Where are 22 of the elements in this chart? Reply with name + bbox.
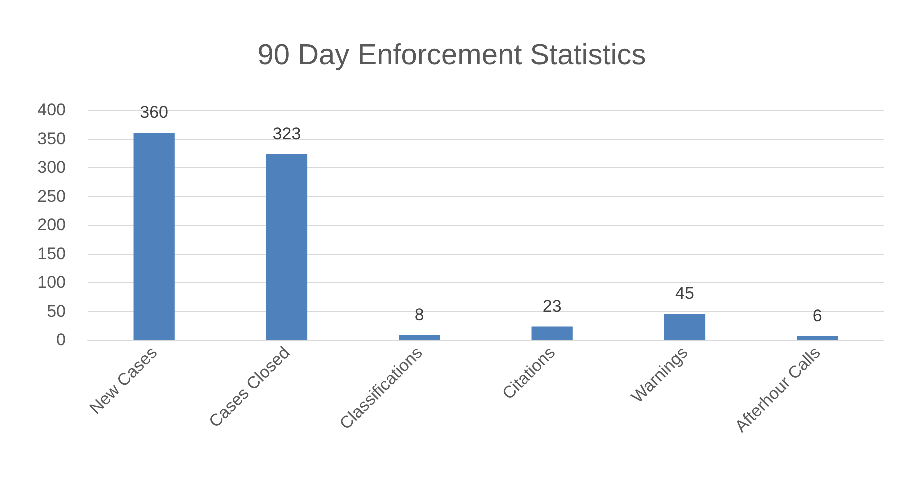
bar bbox=[532, 326, 573, 340]
y-tick-label: 100 bbox=[38, 273, 66, 292]
data-label: 45 bbox=[676, 284, 694, 304]
bar bbox=[134, 133, 175, 340]
chart-title: 90 Day Enforcement Statistics bbox=[258, 40, 646, 72]
y-tick-label: 200 bbox=[38, 216, 66, 234]
y-tick-label: 150 bbox=[38, 244, 66, 264]
bar bbox=[399, 335, 440, 340]
y-tick-label: 400 bbox=[38, 100, 66, 120]
data-label: 6 bbox=[812, 306, 822, 326]
y-tick-label: 250 bbox=[38, 186, 66, 206]
data-label: 360 bbox=[140, 103, 169, 122]
y-tick-label: 350 bbox=[38, 129, 66, 148]
data-label: 8 bbox=[414, 305, 424, 324]
y-tick-label: 50 bbox=[47, 302, 66, 321]
y-tick-label: 300 bbox=[38, 158, 66, 177]
data-label: 323 bbox=[272, 124, 302, 144]
bar bbox=[266, 154, 308, 340]
bar bbox=[664, 314, 706, 340]
bar bbox=[797, 336, 838, 340]
data-label: 23 bbox=[542, 296, 562, 316]
y-tick-label: 0 bbox=[56, 330, 66, 350]
